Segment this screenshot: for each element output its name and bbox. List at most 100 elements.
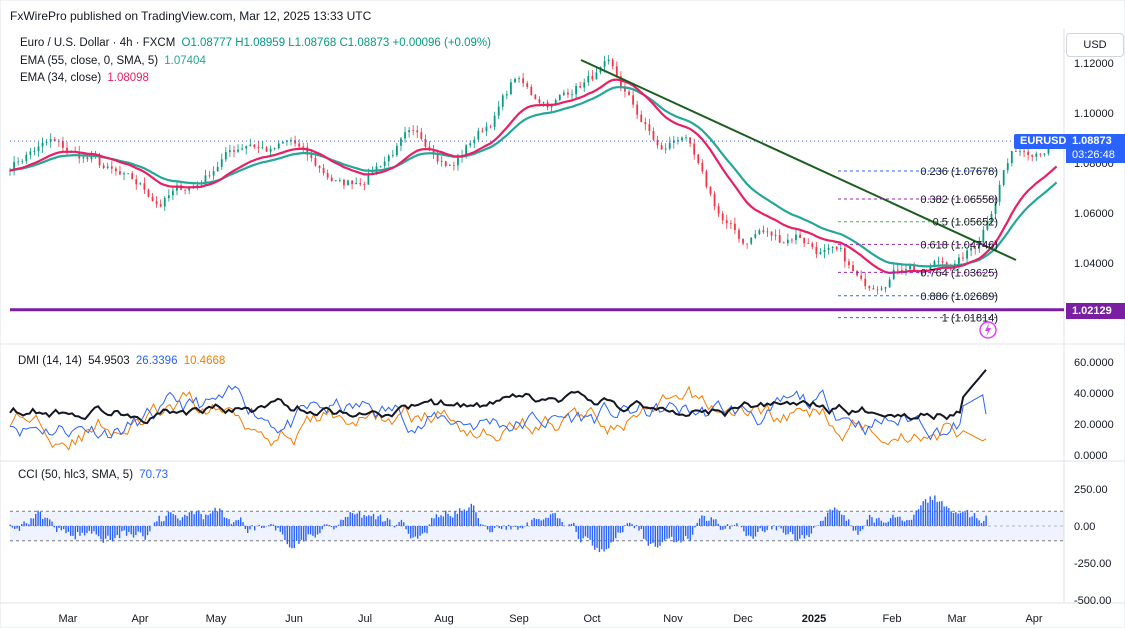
candle-body: [803, 237, 806, 244]
cci-bar: [179, 520, 181, 526]
cci-bar: [514, 526, 517, 527]
cci-bar: [156, 521, 158, 526]
cci-bar: [726, 524, 729, 526]
candle-body: [746, 243, 749, 245]
cci-bar: [426, 526, 428, 534]
cci-bar: [284, 526, 286, 541]
candle-body: [237, 149, 239, 152]
candle-body: [322, 168, 325, 173]
cci-bar: [472, 505, 475, 526]
cci-bar: [407, 526, 410, 534]
cci-bar: [789, 526, 792, 532]
candle-body: [843, 248, 846, 262]
cci-bar: [438, 517, 440, 526]
cci-bar: [28, 524, 30, 526]
cci-bar: [684, 526, 687, 537]
candle-body: [974, 247, 977, 249]
cci-bar: [694, 526, 696, 528]
cci-bar: [752, 526, 754, 539]
fib-level-label: 0.382 (1.06558): [920, 194, 998, 206]
cci-bar: [924, 499, 927, 526]
candle-body: [713, 193, 716, 207]
cci-bar: [559, 518, 561, 526]
candle-body: [937, 260, 940, 262]
candle-body: [998, 184, 1001, 202]
cci-bar: [470, 503, 473, 526]
price-axis-tick: 1.04000: [1074, 258, 1114, 270]
cci-bar: [985, 515, 987, 526]
candle-body: [892, 269, 895, 280]
cci-bar: [906, 520, 908, 526]
currency-button[interactable]: USD: [1066, 33, 1124, 57]
cci-bar: [386, 518, 389, 526]
cci-bar: [775, 526, 778, 531]
candle-body: [864, 278, 867, 287]
candle-body: [334, 180, 337, 182]
cci-bar: [715, 519, 717, 526]
candle-body: [37, 146, 40, 152]
candle-body: [676, 140, 679, 141]
candle-body: [465, 145, 468, 156]
cci-bar: [295, 526, 298, 541]
candle-body: [453, 165, 455, 167]
cci-bar: [733, 524, 736, 526]
cci-bar: [81, 526, 84, 533]
candle-body: [253, 144, 256, 148]
candle-body: [990, 213, 993, 222]
cci-bar: [482, 524, 484, 526]
cci-bar: [237, 519, 240, 526]
cci-bar: [931, 500, 934, 526]
cci-bar: [866, 519, 869, 526]
candle-body: [795, 234, 797, 241]
candle-body: [257, 147, 260, 148]
candle-body: [567, 92, 569, 95]
cci-bar: [936, 501, 938, 526]
cci-bar: [62, 526, 65, 530]
cci-bar: [803, 526, 806, 539]
cci-bar: [477, 518, 480, 526]
cci-bar: [372, 514, 375, 526]
candle-body: [644, 121, 647, 125]
cci-bar: [747, 526, 750, 536]
publisher-header: FxWirePro published on TradingView.com, …: [10, 9, 372, 23]
cci-bar: [696, 522, 698, 526]
candle-body: [994, 201, 997, 214]
fib-level-label: 0.236 (1.07678): [920, 166, 998, 178]
candle-body: [159, 204, 162, 207]
cci-bar: [486, 526, 489, 530]
cci-bar: [258, 524, 261, 526]
cci-bar: [580, 526, 582, 543]
candle-body: [277, 143, 280, 149]
candle-body: [884, 287, 887, 289]
cci-bar: [468, 507, 470, 526]
cci-bar: [424, 526, 426, 533]
cci-bar: [882, 522, 885, 526]
cci-bar: [554, 512, 556, 526]
cci-bar: [622, 526, 624, 533]
cci-bar: [146, 526, 149, 536]
cci-bar: [267, 525, 270, 526]
cci-axis-tick: 250.00: [1074, 484, 1108, 496]
cci-bar: [393, 526, 396, 528]
candle-body: [607, 59, 610, 62]
cci-bar: [69, 526, 72, 536]
candle-body: [1006, 163, 1009, 171]
candle-body: [273, 148, 276, 150]
cci-bar: [382, 521, 384, 526]
cci-bar: [507, 524, 510, 526]
cci-bar: [645, 526, 647, 540]
cci-bar: [535, 519, 538, 526]
candle-body: [571, 94, 573, 96]
cci-bar: [396, 524, 398, 526]
cci-bar: [298, 526, 300, 544]
cci-bar: [799, 526, 801, 539]
candle-body: [876, 289, 879, 291]
cci-bar: [330, 526, 333, 528]
candle-body: [615, 66, 618, 77]
cci-bar: [922, 501, 924, 526]
candle-body: [493, 115, 496, 127]
cci-bar: [552, 513, 554, 526]
candle-body: [896, 269, 899, 271]
price-axis-tick: 1.12000: [1074, 58, 1114, 70]
